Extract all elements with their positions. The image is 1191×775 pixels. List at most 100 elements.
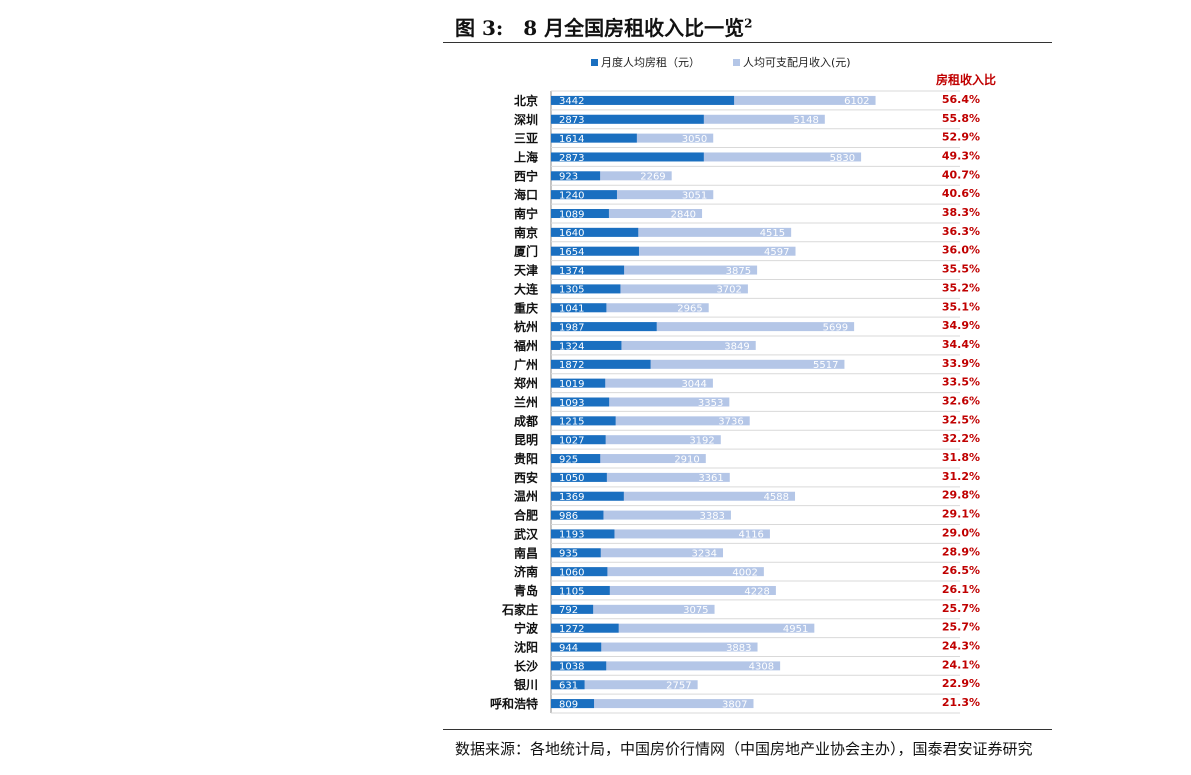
ratio-value: 36.0%: [942, 244, 980, 257]
rent-value-label: 1038: [559, 662, 584, 673]
income-value-label: 3234: [692, 549, 717, 560]
ratio-value: 40.7%: [942, 168, 980, 181]
income-value-label: 4597: [764, 247, 789, 258]
city-label: 大连: [514, 281, 539, 296]
rent-value-label: 944: [559, 643, 578, 654]
ratio-value: 28.9%: [942, 545, 980, 558]
income-bar: [551, 397, 730, 407]
city-label: 海口: [514, 187, 538, 202]
rent-bar: [551, 510, 604, 520]
rent-bar: [551, 623, 619, 633]
rent-value-label: 1105: [559, 586, 584, 597]
rent-bar: [551, 303, 607, 313]
city-label: 广州: [514, 357, 538, 372]
title-rule: [443, 42, 1052, 43]
rent-value-label: 1324: [559, 341, 584, 352]
ratio-value: 25.7%: [942, 621, 980, 634]
rent-value-label: 809: [559, 699, 578, 710]
ratio-value: 31.8%: [942, 451, 980, 464]
rent-bar: [551, 454, 601, 464]
city-label: 南昌: [514, 545, 538, 560]
income-value-label: 3192: [689, 435, 714, 446]
city-label: 南京: [514, 225, 538, 240]
ratio-value: 33.9%: [942, 357, 980, 370]
income-value-label: 4515: [760, 228, 785, 239]
income-value-label: 3883: [726, 643, 751, 654]
income-bar: [551, 340, 756, 350]
ratio-value: 34.9%: [942, 319, 980, 332]
rent-bar: [551, 661, 607, 671]
rent-value-label: 631: [559, 681, 578, 692]
income-bar: [551, 152, 862, 162]
rent-bar: [551, 680, 585, 690]
city-label: 上海: [514, 149, 538, 164]
ratio-value: 29.8%: [942, 489, 980, 502]
income-bar: [551, 585, 776, 595]
income-value-label: 4002: [732, 567, 757, 578]
legend-swatch-income: [733, 59, 740, 66]
income-value-label: 3736: [718, 417, 743, 428]
city-label: 呼和浩特: [490, 696, 538, 711]
rent-bar: [551, 548, 601, 558]
rent-value-label: 1374: [559, 266, 584, 277]
income-value-label: 2840: [671, 209, 696, 220]
rent-value-label: 1369: [559, 492, 584, 503]
rent-bar: [551, 227, 639, 237]
income-bar: [551, 567, 764, 577]
city-label: 西安: [514, 470, 538, 485]
ratio-value: 29.0%: [942, 526, 980, 539]
rent-value-label: 1640: [559, 228, 584, 239]
income-value-label: 3051: [682, 190, 707, 201]
city-label: 南宁: [514, 206, 538, 221]
ratio-value: 22.9%: [942, 677, 980, 690]
income-value-label: 5699: [823, 322, 848, 333]
rent-value-label: 3442: [559, 96, 584, 107]
income-bar: [551, 661, 781, 671]
ratio-value: 32.6%: [942, 395, 980, 408]
rent-bar: [551, 114, 704, 124]
income-bar: [551, 642, 758, 652]
rent-value-label: 1019: [559, 379, 584, 390]
ratio-value: 35.2%: [942, 281, 980, 294]
rent-bar: [551, 642, 602, 652]
footnote-mark: 2: [744, 16, 753, 31]
income-value-label: 4951: [783, 624, 808, 635]
city-label: 郑州: [514, 376, 538, 391]
income-bar: [551, 454, 706, 464]
rent-value-label: 925: [559, 454, 578, 465]
income-bar: [551, 548, 724, 558]
rent-bar: [551, 397, 610, 407]
income-value-label: 5148: [793, 115, 818, 126]
ratio-value: 35.5%: [942, 263, 980, 276]
ratio-value: 24.3%: [942, 640, 980, 653]
figure-title: 图 3: 8 月全国房租收入比一览2: [455, 12, 753, 41]
income-value-label: 2910: [674, 454, 699, 465]
ratio-value: 25.7%: [942, 602, 980, 615]
rent-value-label: 1215: [559, 417, 584, 428]
city-label: 天津: [514, 263, 538, 278]
rent-bar: [551, 284, 621, 294]
income-value-label: 4308: [749, 662, 774, 673]
rent-bar: [551, 152, 704, 162]
rent-value-label: 1987: [559, 322, 584, 333]
city-label: 重庆: [514, 300, 538, 315]
income-bar: [551, 246, 796, 256]
income-value-label: 3383: [699, 511, 724, 522]
income-bar: [551, 680, 698, 690]
rent-bar: [551, 246, 639, 256]
ratio-value: 26.1%: [942, 583, 980, 596]
ratio-value: 35.1%: [942, 300, 980, 313]
income-bar: [551, 209, 703, 219]
income-value-label: 3044: [681, 379, 706, 390]
rent-bar: [551, 491, 624, 501]
income-bar: [551, 416, 750, 426]
income-value-label: 3702: [716, 285, 741, 296]
ratio-value: 34.4%: [942, 338, 980, 351]
ratio-value: 36.3%: [942, 225, 980, 238]
ratio-value: 38.3%: [942, 206, 980, 219]
income-bar: [551, 171, 672, 181]
city-label: 北京: [514, 93, 538, 108]
income-value-label: 4116: [738, 530, 763, 541]
income-value-label: 5830: [830, 153, 855, 164]
ratio-value: 21.3%: [942, 696, 980, 709]
